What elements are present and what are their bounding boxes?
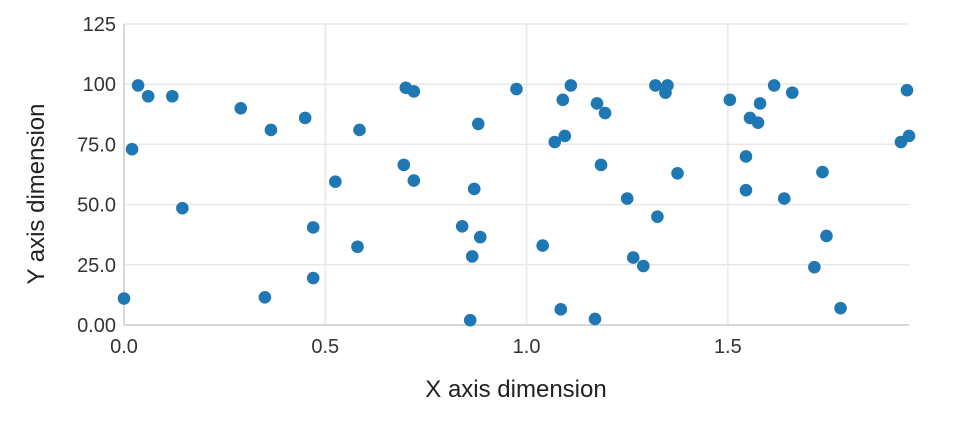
data-point <box>234 101 248 115</box>
data-point <box>598 106 612 120</box>
data-point <box>125 142 139 156</box>
data-point <box>141 89 155 103</box>
data-point <box>465 250 479 263</box>
data-point <box>900 83 914 97</box>
data-point <box>723 93 737 107</box>
data-point <box>536 239 549 252</box>
data-point <box>620 192 634 205</box>
x-tick-label: 0.5 <box>311 336 339 358</box>
axes <box>123 24 909 326</box>
data-point <box>820 229 833 243</box>
y-tick-label: 125 <box>83 14 116 36</box>
data-point <box>554 303 568 316</box>
data-point <box>258 291 272 304</box>
grid-lines <box>123 23 909 326</box>
data-point <box>407 174 421 187</box>
data-point <box>739 150 753 163</box>
data-point <box>510 82 523 96</box>
x-tick-labels: 0.0 0.5 1.0 1.5 <box>110 336 742 358</box>
data-point <box>463 313 477 327</box>
data-point <box>588 312 602 326</box>
y-tick-label: 0.00 <box>77 315 116 337</box>
x-tick-label: 1.5 <box>714 336 742 358</box>
y-tick-label: 50.0 <box>77 195 116 217</box>
data-point <box>176 201 189 215</box>
data-point <box>777 192 791 205</box>
data-point <box>117 292 131 305</box>
x-tick-label: 1.0 <box>513 336 541 358</box>
data-point <box>594 158 608 172</box>
y-tick-label: 25.0 <box>77 255 116 277</box>
data-point <box>264 123 278 137</box>
data-point <box>785 86 799 99</box>
data-point <box>816 165 829 179</box>
data-point <box>351 240 364 254</box>
data-point <box>455 219 469 233</box>
x-tick-label: 0.0 <box>110 336 138 358</box>
data-point <box>564 79 578 92</box>
data-point <box>902 129 916 143</box>
data-point <box>556 93 570 107</box>
data-point <box>407 85 421 98</box>
data-point <box>306 221 320 234</box>
x-axis-title: X axis dimension <box>425 376 606 403</box>
data-point <box>131 79 145 92</box>
data-point <box>808 260 821 274</box>
data-point <box>649 79 662 92</box>
data-point <box>751 116 765 130</box>
data-point <box>473 230 487 244</box>
data-point <box>329 175 342 189</box>
data-point <box>306 271 320 285</box>
data-point <box>397 158 411 172</box>
data-point <box>298 111 312 125</box>
data-point <box>834 301 847 315</box>
data-point <box>661 79 674 92</box>
data-point <box>471 117 485 131</box>
data-point <box>558 129 572 143</box>
data-point <box>767 79 781 92</box>
data-points <box>117 79 916 327</box>
data-point <box>753 97 767 110</box>
data-point <box>637 259 650 273</box>
data-point <box>548 135 562 149</box>
data-point <box>590 97 604 110</box>
data-point <box>651 210 664 223</box>
data-point <box>467 182 481 196</box>
data-point <box>626 251 640 264</box>
y-tick-labels: 0.00 25.0 50.0 75.0 100 125 <box>77 14 116 337</box>
data-point <box>353 123 366 137</box>
y-tick-label: 75.0 <box>77 134 116 156</box>
y-axis-title: Y axis dimension <box>23 104 50 285</box>
data-point <box>739 183 753 197</box>
data-point <box>166 89 179 103</box>
y-tick-label: 100 <box>83 74 116 96</box>
data-point <box>671 166 684 180</box>
